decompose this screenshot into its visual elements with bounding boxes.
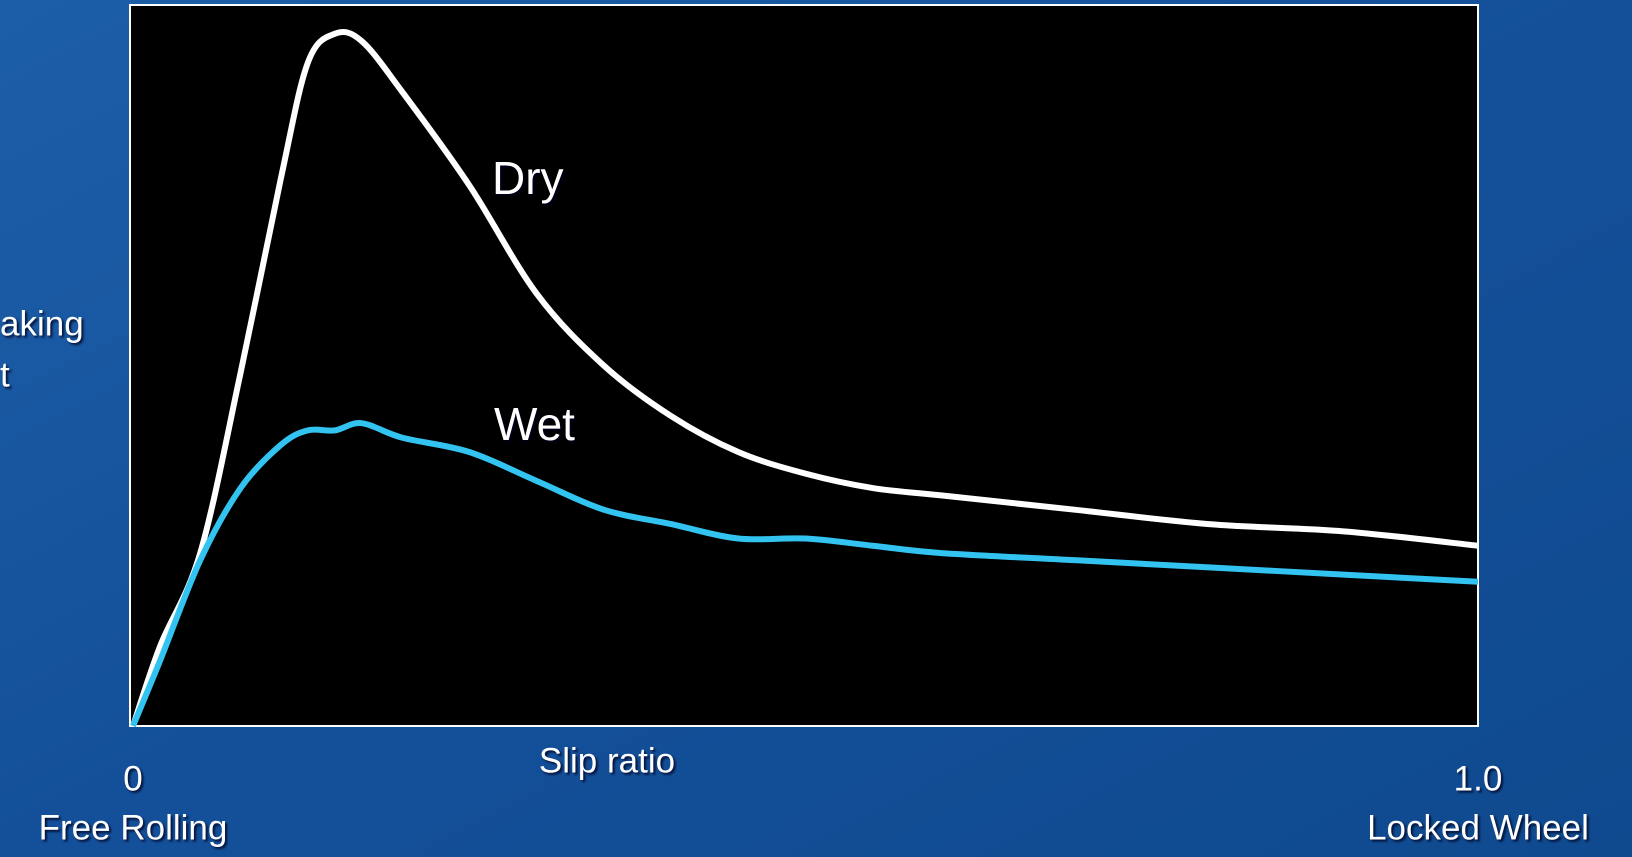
series-line bbox=[130, 29, 1479, 727]
x-tick-label: 0 bbox=[123, 759, 142, 798]
y-axis-label: aking bbox=[0, 304, 84, 343]
plot-area bbox=[129, 4, 1479, 727]
y-axis-label: t bbox=[0, 355, 10, 394]
series-line bbox=[130, 420, 1479, 728]
series-label: Dry bbox=[492, 152, 564, 204]
x-axis-label: Slip ratio bbox=[539, 741, 675, 780]
x-tick-label: 1.0 bbox=[1454, 759, 1503, 798]
series-label: Wet bbox=[494, 398, 575, 450]
x-tick-note: Locked Wheel bbox=[1367, 808, 1589, 847]
x-tick-note: Free Rolling bbox=[39, 808, 228, 847]
